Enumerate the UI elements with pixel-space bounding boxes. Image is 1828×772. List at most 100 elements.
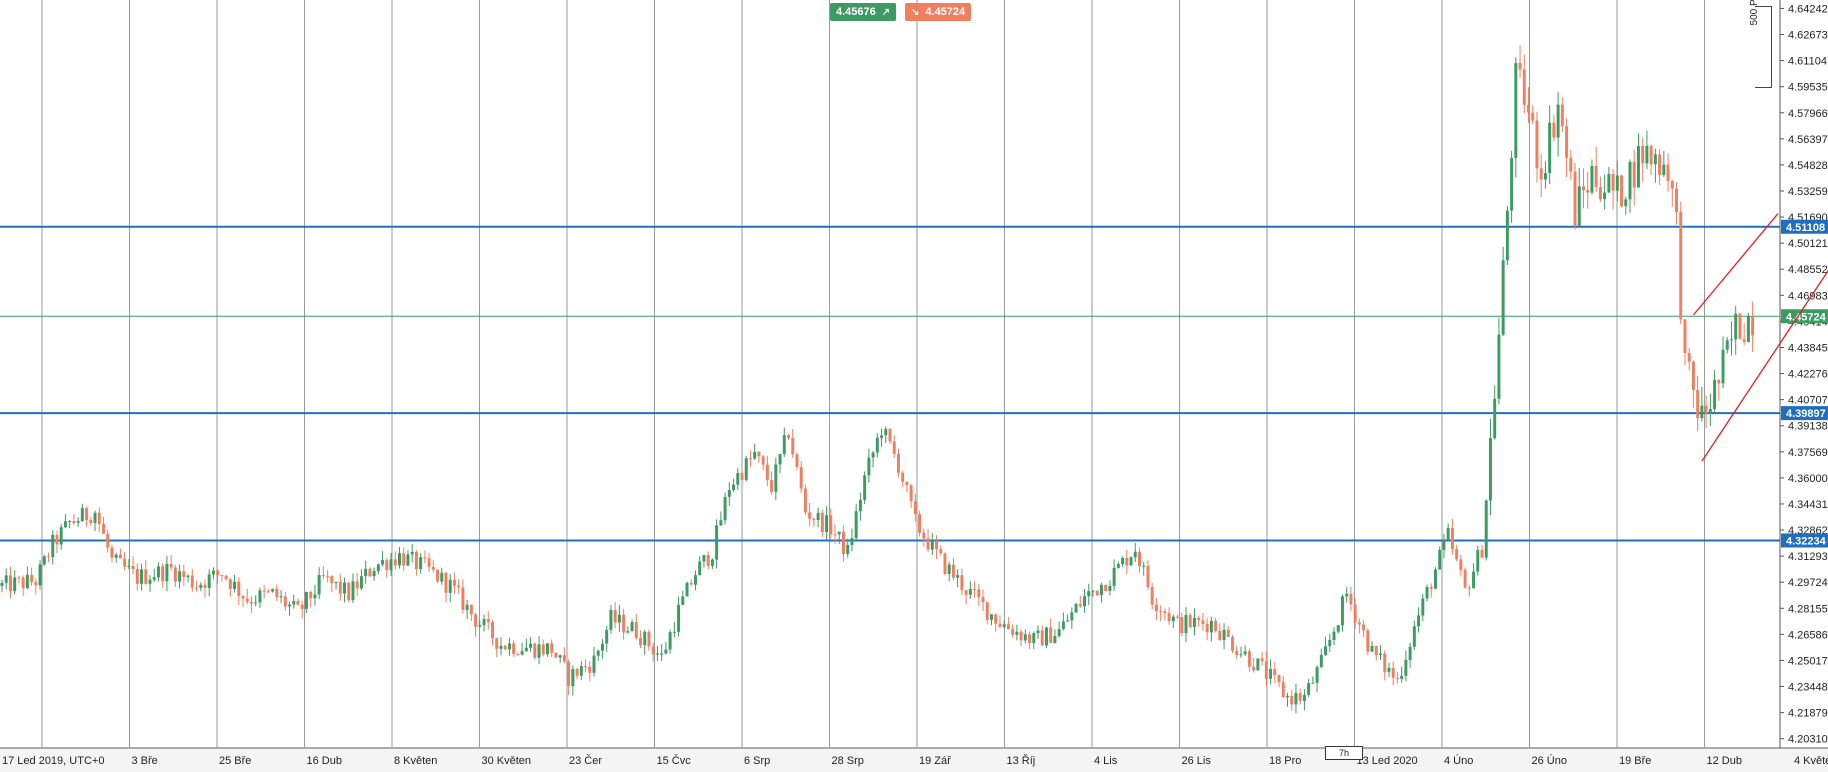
candle-body [698, 561, 702, 576]
candle-body [935, 540, 938, 550]
candle-body [558, 655, 562, 658]
candle-body [858, 499, 862, 512]
x-tick-label: 17 Led 2019, UTC+0 [2, 755, 104, 767]
candle-body [1463, 570, 1467, 588]
candle-body [1493, 398, 1497, 439]
candle-body [140, 569, 144, 584]
candle-body [461, 587, 465, 610]
candle-body [892, 441, 896, 454]
price-level-value: 4.32234 [1786, 535, 1827, 547]
candle-body [1315, 667, 1319, 683]
candle-body [1708, 409, 1712, 414]
candle-body [1742, 338, 1746, 342]
candle-body [880, 435, 884, 438]
ask-price-badge[interactable]: ↘ 4.45724 [905, 3, 972, 21]
candle-body [922, 532, 926, 539]
candle-body [901, 472, 905, 482]
candle-body [1070, 612, 1074, 621]
candle-body [1510, 157, 1514, 211]
y-tick-label: 4.21879 [1788, 708, 1828, 720]
candle-body [1488, 438, 1492, 501]
candle-body [973, 589, 977, 591]
candle-body [321, 575, 325, 577]
candle-body [951, 564, 955, 578]
candle-body [575, 668, 579, 676]
candle-body [1379, 653, 1382, 656]
candle-body [300, 604, 304, 609]
candle-body [1666, 164, 1670, 182]
candle-body [224, 575, 228, 580]
candle-body [825, 515, 829, 532]
y-tick-label: 4.31293 [1788, 551, 1828, 563]
candle-body [359, 576, 363, 589]
candle-body [736, 473, 740, 485]
candle-body [1302, 694, 1306, 701]
y-tick-label: 4.29724 [1788, 577, 1828, 589]
period-marker[interactable]: 7h [1325, 746, 1363, 760]
candle-body [1112, 567, 1116, 586]
bid-price-badge[interactable]: 4.45676 ↗ [830, 3, 897, 21]
candle-body [13, 577, 17, 592]
candle-body [309, 591, 313, 599]
candle-body [1455, 548, 1459, 560]
y-tick-label: 4.25017 [1788, 655, 1828, 667]
candle-body [1531, 112, 1535, 121]
candle-body [1019, 631, 1023, 641]
candle-body [1154, 604, 1158, 612]
ask-price-value: 4.45724 [925, 6, 966, 18]
candle-body [1628, 161, 1632, 200]
candle-body [816, 512, 820, 521]
candle-body [1548, 122, 1552, 174]
candle-body [148, 579, 152, 584]
candle-body [947, 564, 951, 575]
candle-body [1311, 682, 1315, 684]
candle-body [135, 569, 139, 584]
x-tick-label: 19 Zář [919, 755, 951, 767]
candle-body [279, 596, 283, 598]
candle-body [905, 481, 909, 486]
candle-body [829, 515, 833, 535]
candle-body [706, 555, 710, 566]
candle-body [639, 637, 642, 646]
candle-body [1002, 624, 1006, 627]
candle-body [1188, 615, 1192, 628]
candle-body [956, 575, 960, 578]
candle-body [220, 575, 224, 577]
candle-body [381, 560, 385, 565]
candle-body [1226, 629, 1230, 637]
candle-body [410, 552, 414, 555]
candle-body [1294, 693, 1298, 705]
y-tick-label: 4.53259 [1788, 186, 1828, 198]
candle-body [334, 581, 338, 584]
candle-body [1256, 658, 1260, 671]
candle-body [1345, 593, 1349, 597]
candle-body [1459, 559, 1463, 571]
candle-body [1417, 615, 1421, 627]
candle-body [55, 534, 59, 545]
y-tick-label: 4.61104 [1788, 56, 1827, 68]
candle-body [1569, 157, 1573, 172]
candle-body [757, 451, 761, 457]
candle-body [8, 575, 12, 592]
candle-body [431, 566, 435, 570]
candle-body [990, 614, 993, 620]
candle-body [102, 524, 105, 534]
candle-body [715, 525, 719, 560]
candle-body [1387, 667, 1391, 672]
candle-body [42, 556, 46, 565]
candle-body [681, 596, 685, 605]
candle-body [1319, 654, 1323, 668]
candle-body [1252, 666, 1256, 671]
candle-body [423, 557, 427, 559]
candle-body [1357, 622, 1361, 625]
candle-body [533, 643, 537, 658]
candle-body [1476, 550, 1480, 572]
candle-body [347, 582, 351, 601]
candle-body [1658, 154, 1662, 175]
candle-body [1146, 565, 1150, 588]
candle-body [668, 632, 672, 650]
candle-body [1662, 164, 1666, 175]
candle-body [541, 644, 545, 655]
